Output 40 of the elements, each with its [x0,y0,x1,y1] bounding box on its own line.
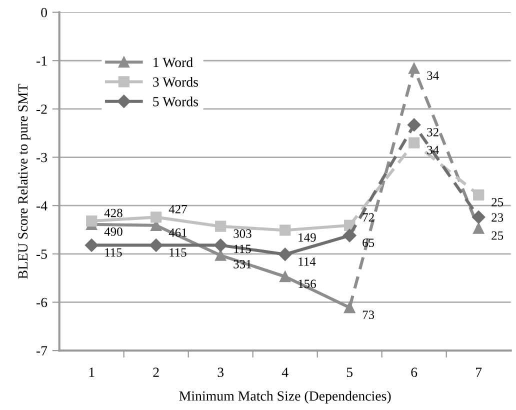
x-tick-label: 5 [346,368,353,377]
x-tick-label: 6 [411,368,418,377]
y-tick-label: -7 [36,346,48,356]
y-tick-label: -4 [36,201,48,210]
y-axis-title: BLEU Score Relative to pure SMT [18,84,30,279]
annotation: 461 [168,228,187,237]
annotation: 32 [427,128,438,136]
annotation: 428 [104,208,122,218]
y-tick-label: -3 [36,152,47,162]
y-tick-label: -2 [36,104,47,114]
y-tick-label: 0 [41,8,48,18]
x-tick-label: 4 [282,368,288,377]
annotation: 115 [105,248,122,257]
annotation: 114 [298,257,316,266]
annotation: 331 [234,260,252,268]
annotation: 303 [234,229,252,238]
x-axis-title: Minimum Match Size (Dependencies) [179,390,391,404]
legend-label: 3 Words [153,76,198,87]
annotation: 34 [427,146,439,154]
annotation: 25 [492,231,504,240]
annotation: 34 [427,71,439,80]
legend-label: 1 Word [154,57,193,68]
y-tick-label: -1 [36,56,47,66]
x-tick-label: 2 [153,368,159,377]
y-tick-label: -5 [36,250,47,259]
annotation: 72 [362,213,374,222]
annotation: 115 [170,248,186,257]
annotation: 25 [492,198,504,206]
x-tick-label: 1 [89,368,94,377]
annotation: 427 [168,204,187,214]
annotation: 156 [298,280,316,288]
annotation: 149 [298,233,316,242]
annotation: 23 [492,213,504,222]
x-tick-label: 7 [476,368,482,377]
y-tick-label: -6 [36,298,48,308]
legend-label: 5 Words [153,96,198,106]
annotation: 490 [104,227,122,236]
annotation: 65 [362,238,374,248]
x-tick-label: 3 [218,368,224,377]
annotation: 73 [362,310,374,320]
